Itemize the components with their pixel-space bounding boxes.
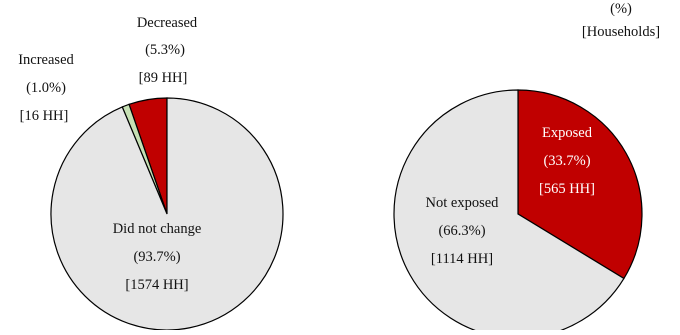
units-households: [Households] <box>582 24 660 40</box>
label-not-exposed: Not exposed <box>426 195 500 211</box>
label-not-exposed-pct: (66.3%) <box>438 223 485 239</box>
pie-change-in-status <box>50 97 284 331</box>
label-did-not-change-hh: [1574 HH] <box>125 277 188 293</box>
label-decreased-hh: [89 HH] <box>139 70 188 86</box>
label-increased-hh: [16 HH] <box>20 108 69 124</box>
label-increased: Increased <box>18 52 74 68</box>
label-did-not-change-pct: (93.7%) <box>133 249 180 265</box>
pie-exposure <box>393 89 643 335</box>
label-did-not-change: Did not change <box>113 221 202 237</box>
label-decreased-pct: (5.3%) <box>145 42 185 58</box>
label-not-exposed-hh: [1114 HH] <box>431 251 493 267</box>
label-exposed-pct: (33.7%) <box>543 153 590 169</box>
pie2-slice-exposed <box>517 89 643 280</box>
label-decreased: Decreased <box>137 15 198 31</box>
label-exposed: Exposed <box>542 125 593 141</box>
pie1-slice-did-not-change <box>50 97 284 331</box>
label-exposed-hh: [565 HH] <box>539 181 595 197</box>
label-increased-pct: (1.0%) <box>26 80 66 96</box>
pie2-slice-not-exposed <box>393 89 625 335</box>
units-percent: (%) <box>610 1 632 17</box>
